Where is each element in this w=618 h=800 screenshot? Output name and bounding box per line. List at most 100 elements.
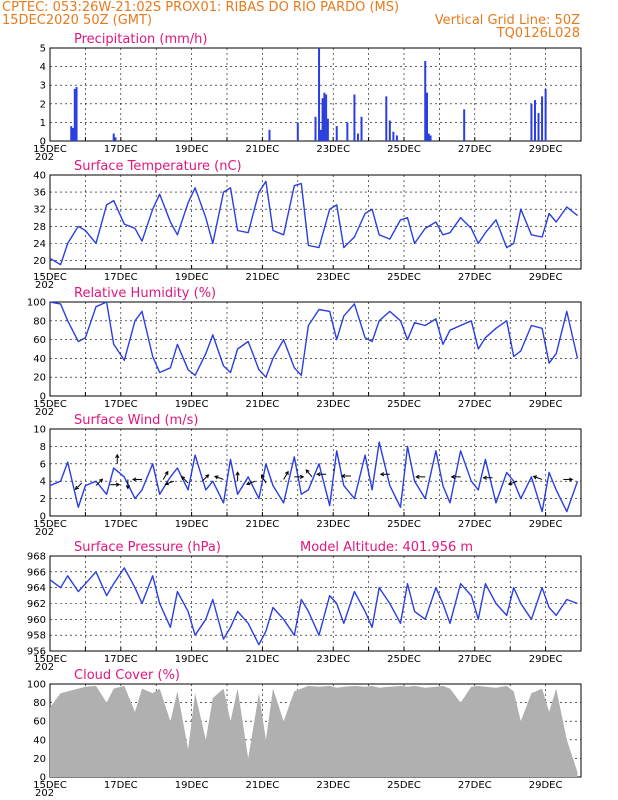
precip-bar [426, 92, 429, 141]
y-tick-label: 1 [40, 118, 46, 129]
x-tick-label: 23DEC [316, 654, 350, 665]
y-tick-label: 28 [33, 222, 46, 233]
precip-bar [114, 137, 117, 141]
y-tick-label: 958 [27, 631, 46, 642]
wind-arrow-head [299, 474, 305, 479]
precip-bar [429, 135, 432, 141]
panel-title: Precipitation (mm/h) [74, 32, 207, 47]
x-tick-label: 25DEC [387, 519, 421, 530]
x-tick-label: 27DEC [458, 780, 492, 791]
x-tick-label: 15DEC [33, 780, 67, 791]
precip-bar [541, 96, 544, 141]
y-tick-label: 4 [40, 62, 46, 73]
year-label: 202 [35, 662, 54, 673]
wind-arrow [214, 475, 224, 480]
precip-bar [314, 116, 317, 141]
y-tick-label: 80 [33, 698, 46, 709]
precip-bar [72, 127, 75, 141]
wind-arrow [201, 474, 209, 482]
year-label: 202 [35, 788, 54, 799]
panel-title: Surface Pressure (hPa) [74, 540, 221, 555]
x-tick-label: 25DEC [387, 780, 421, 791]
x-tick-label: 27DEC [458, 519, 492, 530]
x-tick-label: 19DEC [175, 519, 209, 530]
wind-arrow-head [284, 470, 289, 476]
wind-arrow-head [245, 481, 251, 486]
wind-arrow-head [482, 475, 487, 480]
x-tick-label: 17DEC [104, 144, 138, 155]
x-tick-label: 23DEC [316, 144, 350, 155]
x-tick-label: 17DEC [104, 519, 138, 530]
x-tick-label: 29DEC [529, 272, 563, 283]
y-tick-label: 32 [33, 205, 46, 216]
precip-bar [75, 87, 78, 141]
wind-arrow [246, 480, 256, 485]
precip-bar [321, 98, 324, 141]
wind-arrow [305, 469, 313, 478]
x-tick-label: 15DEC [33, 654, 67, 665]
precip-bar [112, 133, 115, 141]
y-tick-label: 36 [33, 188, 46, 199]
series-line [49, 301, 579, 378]
y-tick-label: 8 [40, 442, 46, 453]
year-label: 202 [35, 152, 54, 163]
precip-bar [356, 133, 359, 141]
header-grid-note: Vertical Grid Line: 50Z [435, 13, 580, 28]
wind-arrow [165, 480, 175, 485]
x-tick-label: 27DEC [458, 399, 492, 410]
panel-3: 0 20 40 60 80 100 15DEC 17DEC 19DEC 21DEC 23DEC 25D… [27, 286, 582, 418]
wind-arrow-head [450, 474, 455, 479]
precip-bar [392, 131, 395, 141]
panel-2: 20 24 28 32 36 40 15DEC 17DEC 19DEC 21DEC 23DEC 25D… [33, 159, 582, 291]
year-label: 202 [35, 407, 54, 418]
wind-arrow-head [164, 481, 169, 486]
x-tick-label: 23DEC [316, 519, 350, 530]
x-tick-label: 21DEC [246, 780, 280, 791]
x-tick-label: 21DEC [246, 654, 280, 665]
y-tick-label: 0 [40, 392, 46, 403]
panel-title: Surface Wind (m/s) [74, 413, 198, 428]
precip-bar [463, 109, 466, 141]
wind-arrow-head [74, 485, 79, 491]
series-line [49, 441, 579, 513]
wind-arrow-head [205, 474, 210, 479]
precip-bar [427, 133, 430, 141]
x-tick-label: 23DEC [316, 272, 350, 283]
wind-arrow-head [98, 478, 104, 483]
x-tick-label: 17DEC [104, 780, 138, 791]
wind-arrow [181, 476, 189, 484]
panel-5: 956 958 960 962 964 966 968 15DEC 17DEC 19DEC 21DE… [27, 540, 582, 673]
x-tick-label: 19DEC [175, 399, 209, 410]
header-line1: CPTEC: 053:26W-21:02S PROX01: RIBAS DO R… [2, 0, 399, 15]
x-tick-label: 21DEC [246, 144, 280, 155]
x-tick-label: 19DEC [175, 654, 209, 665]
precip-bar [323, 92, 326, 141]
precip-bar [395, 135, 398, 141]
wind-arrow [508, 480, 518, 485]
y-tick-label: 964 [27, 583, 46, 594]
precip-bar [533, 100, 536, 141]
panel-4: 0 2 4 6 8 10 15DEC 17DEC 19DEC 21DEC 23DEC 25DEC 27D… [33, 413, 582, 538]
y-tick-label: 966 [27, 567, 46, 578]
wind-arrow-head [379, 472, 385, 477]
precip-bar [319, 129, 322, 141]
precip-bar [318, 48, 321, 141]
y-tick-label: 40 [33, 354, 46, 365]
x-tick-label: 25DEC [387, 144, 421, 155]
y-tick-label: 962 [27, 599, 46, 610]
wind-arrow-head [115, 453, 120, 459]
y-tick-label: 2 [40, 99, 46, 110]
wind-arrow-head [235, 471, 240, 476]
wind-arrow-head [115, 482, 121, 487]
panel-frame [49, 174, 582, 270]
x-tick-label: 21DEC [246, 272, 280, 283]
panel-title: Surface Temperature (nC) [74, 159, 242, 174]
x-tick-label: 25DEC [387, 654, 421, 665]
series-line [49, 180, 578, 266]
y-tick-label: 3 [40, 81, 46, 92]
y-tick-label: 60 [33, 717, 46, 728]
year-label: 202 [35, 280, 54, 291]
precip-bar [424, 61, 427, 141]
x-tick-label: 21DEC [246, 399, 280, 410]
panel-title: Cloud Cover (%) [74, 668, 180, 683]
